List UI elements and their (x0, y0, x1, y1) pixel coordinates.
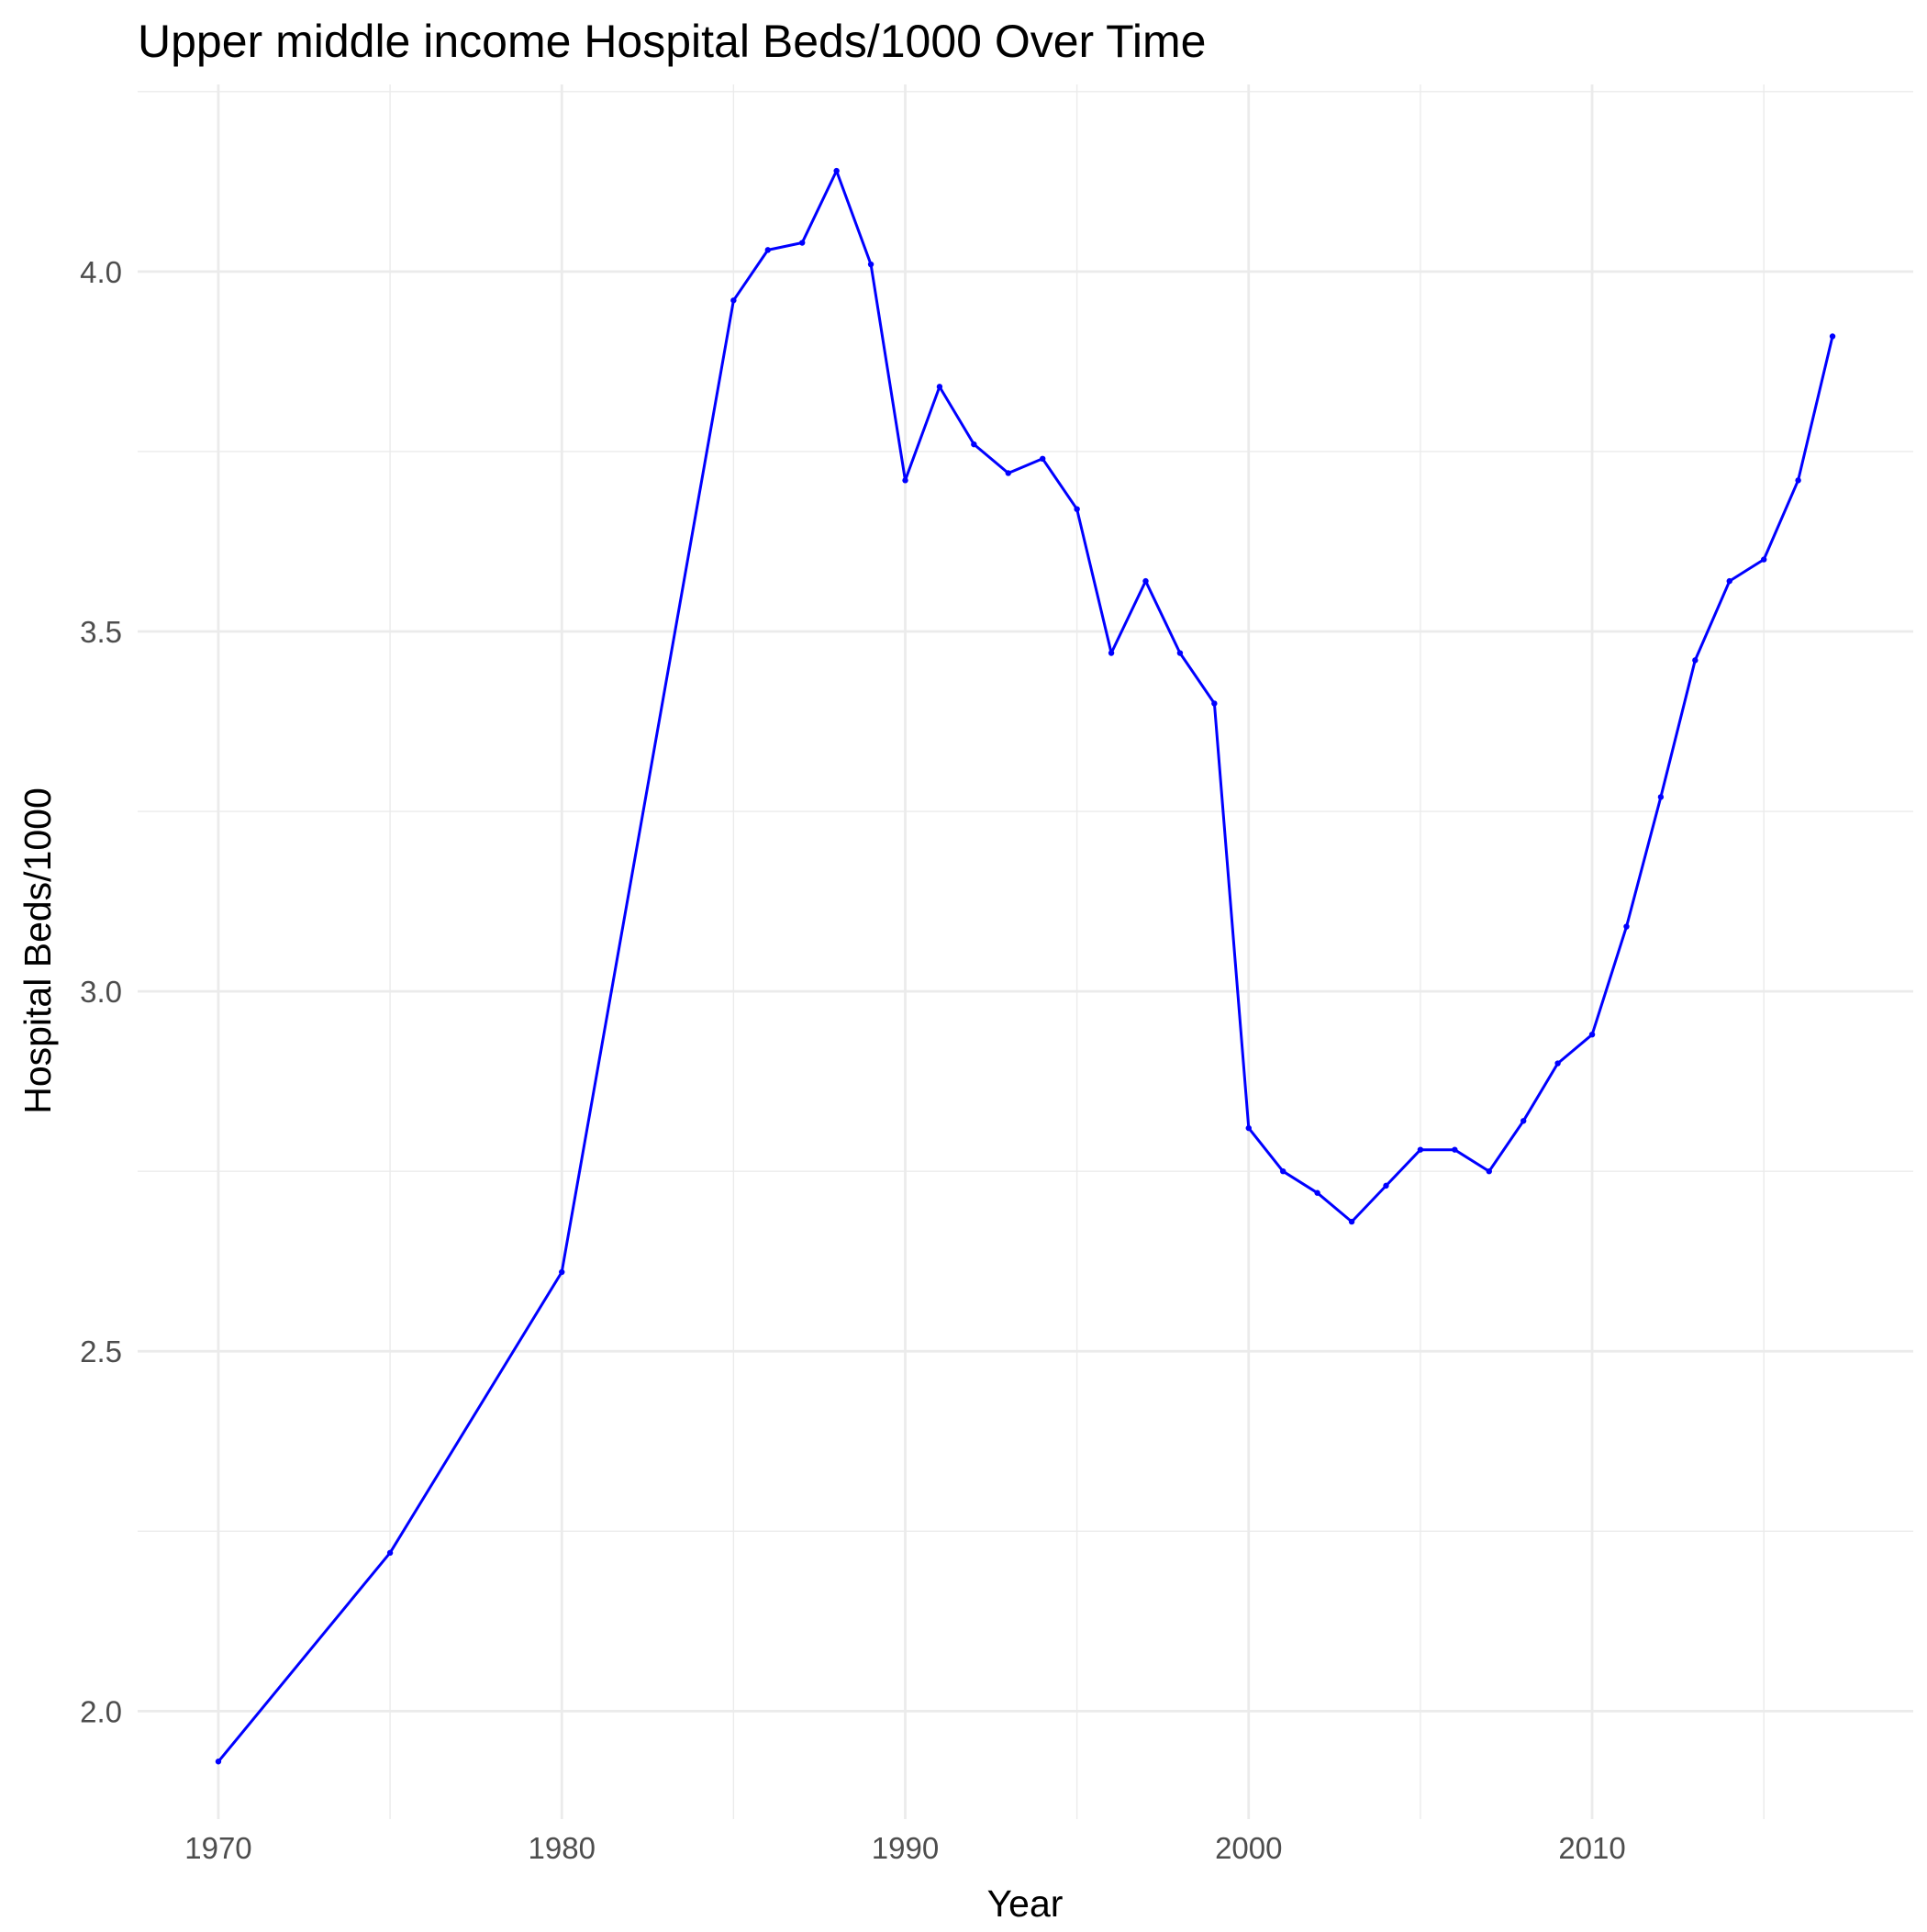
tick-labels: 1970 1980 1990 2000 2010 2.0 2.5 3.0 3.5 4.0 (80, 255, 1626, 1865)
data-point (559, 1268, 565, 1276)
data-point (215, 1759, 222, 1765)
y-tick-label: 4.0 (80, 255, 122, 289)
series-layer (215, 167, 1836, 1765)
series-line (217, 169, 1834, 1763)
data-point (1245, 1124, 1252, 1132)
y-tick-label: 2.0 (80, 1694, 122, 1728)
data-point (1452, 1146, 1458, 1153)
y-axis-title: Hospital Beds/1000 (17, 787, 59, 1114)
data-point (971, 441, 977, 448)
data-point (1417, 1146, 1424, 1153)
y-tick-label: 2.5 (80, 1335, 122, 1368)
y-tick-label: 3.5 (80, 615, 122, 649)
data-point (1040, 455, 1046, 463)
x-tick-label: 2000 (1215, 1831, 1282, 1865)
x-tick-label: 1970 (184, 1831, 251, 1865)
data-point (1108, 650, 1115, 656)
data-point (1074, 506, 1080, 512)
data-point (1829, 333, 1836, 340)
data-point (1176, 650, 1184, 656)
data-point (799, 240, 806, 246)
data-point (1726, 577, 1732, 585)
data-point (1520, 1118, 1527, 1124)
data-point (1657, 794, 1665, 800)
data-point (1280, 1167, 1287, 1175)
data-point (1142, 577, 1149, 585)
x-axis-title: Year (987, 1882, 1064, 1925)
x-tick-label: 1990 (872, 1831, 939, 1865)
data-point (1314, 1189, 1320, 1196)
chart-title: Upper middle income Hospital Beds/1000 O… (138, 16, 1206, 67)
data-point (386, 1549, 394, 1557)
data-point (1486, 1167, 1492, 1175)
data-point (1005, 470, 1011, 476)
data-point (833, 167, 840, 174)
data-point (1348, 1218, 1355, 1225)
data-point (1623, 923, 1630, 930)
data-point (902, 477, 908, 484)
data-point (1554, 1060, 1561, 1067)
data-point (764, 247, 771, 253)
data-point (1760, 556, 1767, 563)
data-point (867, 261, 874, 268)
data-point (1795, 477, 1801, 484)
x-tick-label: 2010 (1558, 1831, 1625, 1865)
data-point (1383, 1182, 1389, 1189)
data-point (936, 384, 943, 390)
y-tick-label: 3.0 (80, 975, 122, 1009)
data-point (1211, 700, 1218, 707)
x-tick-label: 1980 (529, 1831, 596, 1865)
data-point (1692, 657, 1699, 664)
data-point (1588, 1031, 1596, 1038)
data-point (730, 297, 737, 304)
grid-lines (138, 84, 1913, 1819)
